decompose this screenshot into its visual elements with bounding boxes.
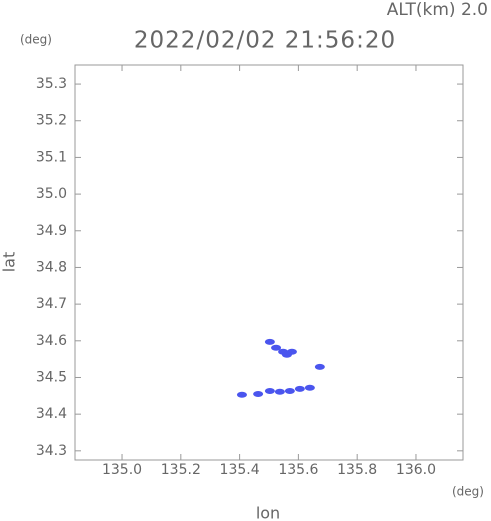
- y-tick-label: 34.9: [36, 223, 67, 239]
- x-axis-label: lon: [256, 504, 280, 521]
- x-unit: (deg): [452, 485, 484, 499]
- echo: [264, 338, 275, 345]
- x-tick-label: 135.8: [337, 462, 377, 478]
- echo: [284, 388, 295, 395]
- y-unit: (deg): [20, 33, 52, 47]
- echo: [281, 351, 292, 358]
- y-tick-label: 34.4: [36, 406, 67, 422]
- y-tick-label: 35.3: [36, 76, 67, 92]
- echo: [264, 388, 275, 395]
- y-tick-label: 35.0: [36, 186, 67, 202]
- altitude: ALT(km) 2.0: [387, 0, 488, 20]
- x-tick-label: 135.4: [220, 462, 260, 478]
- x-tick-label: 135.6: [278, 462, 318, 478]
- x-tick-label: 135.0: [102, 462, 142, 478]
- y-tick-label: 34.6: [36, 333, 67, 349]
- y-tick-label: 34.8: [36, 259, 67, 275]
- x-tick-label: 136.0: [396, 462, 436, 478]
- chart-title: 2022/02/02 21:56:20: [134, 28, 396, 54]
- y-tick-label: 34.5: [36, 369, 67, 385]
- echo: [294, 385, 305, 392]
- echo: [304, 384, 315, 391]
- y-axis-label: lat: [0, 252, 19, 273]
- y-tick-label: 34.3: [36, 443, 67, 459]
- echo: [314, 363, 325, 370]
- y-tick-label: 34.7: [36, 296, 67, 312]
- echo: [236, 391, 247, 398]
- x-tick-label: 135.2: [161, 462, 201, 478]
- echo: [253, 390, 264, 397]
- echo: [274, 388, 285, 395]
- plot-frame: [74, 64, 464, 461]
- y-tick-label: 35.2: [36, 113, 67, 129]
- y-tick-label: 35.1: [36, 149, 67, 165]
- echo: [271, 344, 282, 351]
